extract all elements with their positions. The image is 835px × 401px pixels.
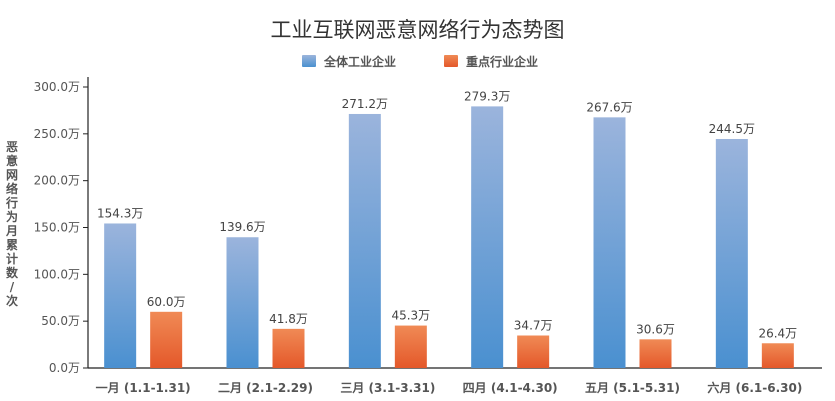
- legend-label-series-2: 重点行业企业: [466, 54, 539, 69]
- data-label-series-2: 30.6万: [636, 322, 675, 336]
- data-label-series-1: 271.2万: [342, 97, 388, 111]
- legend-swatch-series-2: [444, 55, 458, 67]
- legend-swatch-series-1: [302, 55, 316, 67]
- data-label-series-1: 267.6万: [586, 100, 632, 114]
- bar-series-2: [761, 343, 794, 368]
- axes: 0.0万 50.0万 100.0万 150.0万 200.0万 250.0万 300.0万一…: [34, 77, 822, 395]
- data-label-series-2: 41.8万: [269, 312, 308, 326]
- bar-series-2: [272, 328, 305, 368]
- data-label-series-1: 244.5万: [709, 122, 755, 136]
- x-tick-label: 五月 (5.1-5.31): [585, 381, 680, 395]
- y-axis-label: 恶意网络行为月累计数 / 次: [5, 140, 18, 308]
- bar-series-2: [639, 339, 672, 368]
- bar-series-2: [394, 325, 427, 368]
- bar-series-1: [348, 113, 381, 368]
- bars: [104, 106, 794, 369]
- bar-series-1: [104, 223, 137, 368]
- data-label-series-2: 45.3万: [391, 309, 430, 323]
- legend: 全体工业企业 重点行业企业: [0, 52, 835, 70]
- data-label-series-2: 34.7万: [514, 318, 553, 332]
- y-tick-label: 0.0万: [49, 361, 80, 375]
- bar-series-1: [593, 117, 626, 369]
- bar-series-1: [471, 106, 504, 368]
- data-labels: 154.3万 60.0万 139.6万 41.8万 271.2万 45.3万 279.3万 3…: [97, 89, 797, 340]
- bar-series-2: [150, 311, 183, 368]
- x-tick-label: 四月 (4.1-4.30): [463, 381, 558, 395]
- y-tick-label: 250.0万: [34, 127, 80, 141]
- x-tick-label: 六月 (6.1-6.30): [707, 380, 802, 395]
- legend-item-series-2[interactable]: 重点行业企业: [444, 52, 538, 70]
- x-tick-label: 三月 (3.1-3.31): [340, 381, 435, 395]
- y-tick-label: 100.0万: [34, 267, 80, 281]
- y-tick-label: 150.0万: [34, 221, 80, 235]
- x-tick-label: 二月 (2.1-2.29): [218, 381, 313, 395]
- bar-series-2: [517, 335, 550, 368]
- data-label-series-1: 139.6万: [219, 220, 265, 234]
- data-label-series-2: 60.0万: [147, 295, 186, 309]
- y-tick-label: 50.0万: [41, 314, 80, 328]
- legend-item-series-1[interactable]: 全体工业企业: [302, 52, 396, 70]
- bar-series-1: [715, 138, 748, 368]
- y-tick-label: 300.0万: [34, 80, 80, 94]
- x-tick-label: 一月 (1.1-1.31): [96, 381, 191, 395]
- legend-label-series-1: 全体工业企业: [324, 54, 397, 69]
- data-label-series-1: 279.3万: [464, 89, 510, 103]
- data-label-series-2: 26.4万: [758, 326, 797, 340]
- data-label-series-1: 154.3万: [97, 206, 143, 220]
- chart-title: 工业互联网恶意网络行为态势图: [270, 18, 565, 42]
- bar-series-1: [226, 237, 259, 368]
- y-tick-label: 200.0万: [34, 174, 80, 188]
